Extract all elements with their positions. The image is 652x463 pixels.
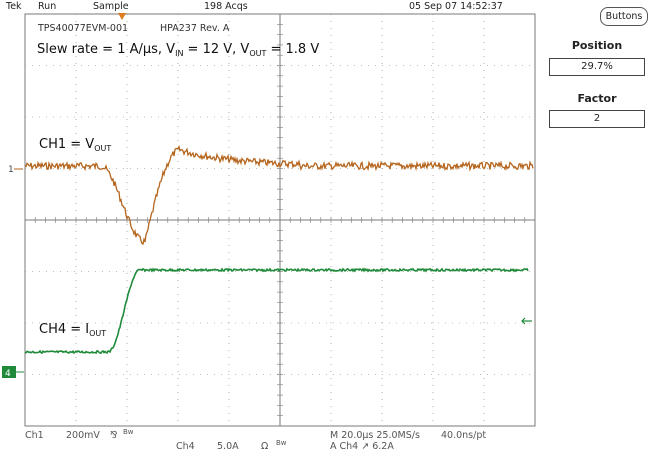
board-id: TPS40077EVM-001 — [37, 23, 128, 34]
side-menu: Buttons Position 29.7% Factor 2 — [537, 0, 652, 463]
trigger-readout[interactable]: A Ch4 ↗ 6.2A — [330, 441, 394, 452]
status-bar: Tek Run Sample 198 Acqs 05 Sep 07 14:52:… — [0, 0, 535, 14]
ch4-scale: 5.0A — [217, 441, 239, 452]
ch4-trace — [24, 267, 529, 355]
ch1-label: CH1 = VOUT — [39, 137, 111, 153]
readout-bar: Ch1 200mV ⅋ Bw Ch4 5.0A Ω Bw M 20.0μs 25… — [0, 426, 535, 463]
ch1-bw-limit: Bw — [123, 428, 134, 436]
ch4-impedance: Ω — [261, 441, 269, 452]
buttons-button[interactable]: Buttons — [600, 7, 648, 26]
test-condition: Slew rate = 1 A/μs, VIN = 12 V, VOUT = 1… — [37, 42, 319, 58]
record-resolution: 40.0ns/pt — [441, 430, 487, 441]
position-label: Position — [571, 39, 623, 52]
ch4-label-readout[interactable]: Ch4 — [176, 441, 195, 452]
ch1-scale: 200mV — [66, 430, 100, 441]
brand-label: Tek — [6, 1, 22, 12]
acquisition-count: 198 Acqs — [204, 1, 248, 12]
ch1-coupling: ⅋ — [110, 430, 118, 441]
ch1-ground-marker[interactable]: 1 — [8, 165, 14, 175]
ch4-marker-box[interactable] — [2, 366, 16, 378]
factor-value[interactable]: 2 — [549, 110, 645, 128]
ch4-waveform — [24, 267, 529, 355]
graticule — [24, 13, 536, 427]
ch1-waveform — [24, 144, 534, 245]
factor-label: Factor — [577, 92, 617, 105]
left-arrow-icon[interactable] — [521, 317, 532, 325]
ch4-bw-limit: Bw — [276, 439, 287, 447]
ch1-label-readout[interactable]: Ch1 — [25, 430, 44, 441]
down-triangle-icon[interactable] — [118, 13, 126, 20]
position-value[interactable]: 29.7% — [549, 58, 645, 76]
ch4-ground-marker: 4 — [5, 369, 11, 379]
ch1-trace — [24, 144, 534, 245]
run-state[interactable]: Run — [38, 1, 57, 12]
board-rev: HPA237 Rev. A — [160, 23, 230, 34]
acquisition-mode: Sample — [93, 1, 129, 12]
date-time: 05 Sep 07 14:52:37 — [409, 1, 503, 12]
ch4-label: CH4 = IOUT — [39, 322, 106, 338]
timebase-readout[interactable]: M 20.0μs 25.0MS/s — [330, 430, 420, 441]
